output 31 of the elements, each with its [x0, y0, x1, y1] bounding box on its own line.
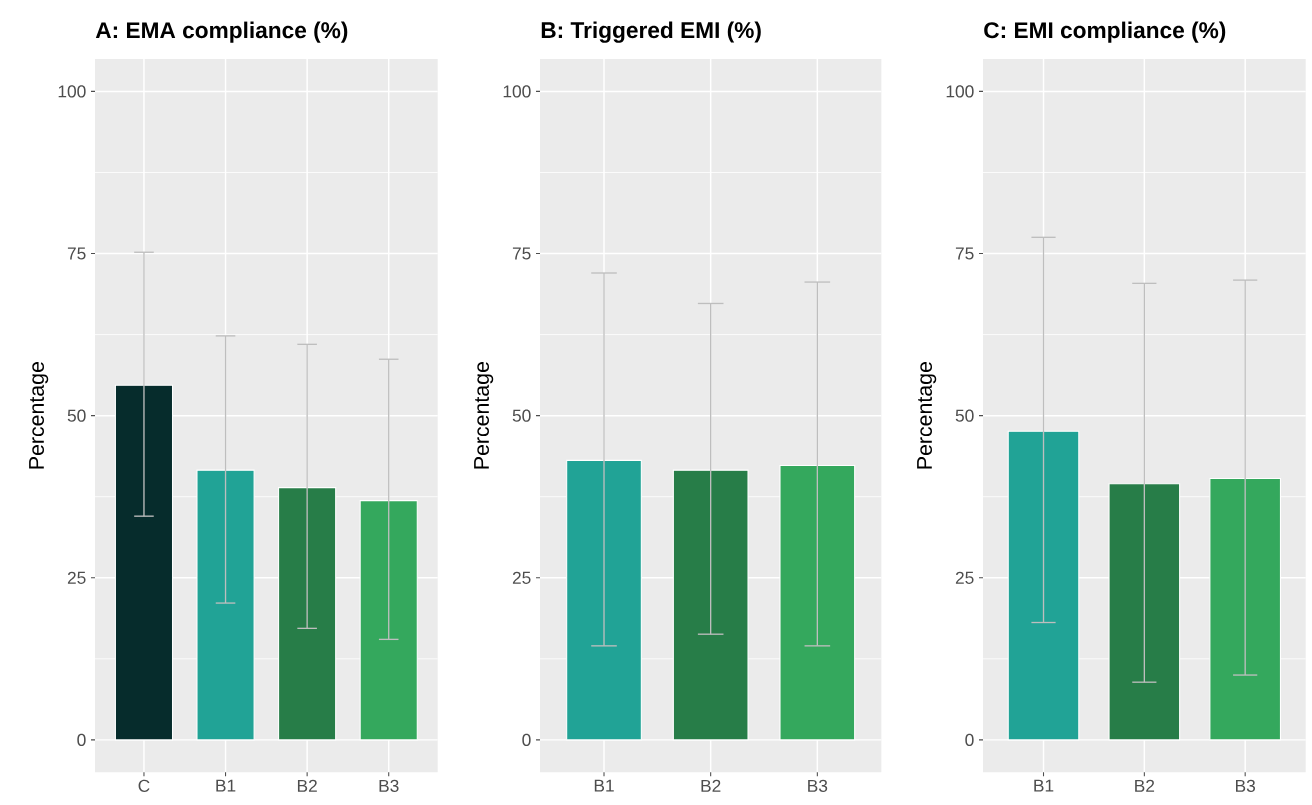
y-tick-label: 25	[955, 571, 974, 584]
y-tick-label: 0	[77, 733, 86, 747]
y-tick-label: 50	[512, 409, 531, 422]
y-tick-label: 25	[67, 571, 86, 584]
x-tick-label: B3	[808, 779, 828, 792]
y-axis-title: Percentage	[29, 362, 49, 469]
y-tick-label: 100	[503, 85, 531, 98]
y-tick-label: 75	[955, 247, 974, 260]
x-tick-label: B2	[1135, 779, 1155, 792]
y-tick-label: 100	[946, 85, 974, 98]
x-tick-label: C	[138, 779, 150, 792]
chart-title: B: Triggered EMI (%)	[541, 21, 761, 43]
x-tick-label: B3	[379, 779, 399, 792]
x-tick-label: B2	[701, 779, 721, 792]
x-tick-label: B1	[1034, 779, 1054, 792]
y-tick-label: 50	[955, 409, 974, 422]
chart-title: A: EMA compliance (%)	[95, 21, 348, 43]
y-tick-label: 0	[522, 733, 531, 747]
y-axis-title: Percentage	[474, 362, 494, 469]
chart-title: C: EMI compliance (%)	[984, 21, 1226, 43]
y-tick-label: 0	[965, 733, 974, 747]
y-tick-label: 100	[58, 85, 86, 98]
y-tick-label: 25	[512, 571, 531, 584]
y-axis-title: Percentage	[917, 362, 937, 469]
x-tick-label: B3	[1236, 779, 1256, 792]
x-tick-label: B2	[297, 779, 317, 792]
y-tick-label: 75	[512, 247, 531, 260]
x-tick-label: B1	[216, 779, 236, 792]
y-tick-label: 50	[67, 409, 86, 422]
y-tick-label: 75	[67, 247, 86, 260]
x-tick-label: B1	[594, 779, 614, 792]
